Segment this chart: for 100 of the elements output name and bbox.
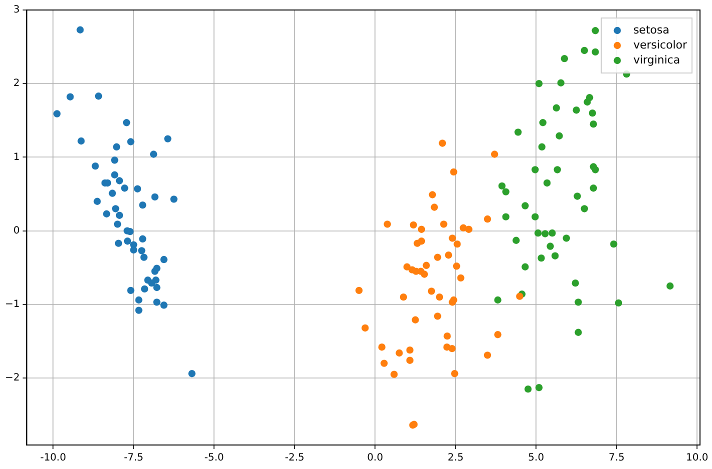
point [614,299,622,307]
point [454,240,461,248]
point [452,262,460,270]
legend-label: versicolor [633,38,688,52]
point [122,119,130,126]
point [451,370,458,378]
point [108,190,116,197]
point [66,93,74,100]
point [130,246,138,254]
point [572,279,579,287]
point [148,279,156,287]
point [153,284,160,292]
point [160,302,168,309]
point [532,213,539,220]
point [151,193,158,201]
y-tick-label: 1 [13,152,20,163]
point [139,201,146,209]
point [502,188,510,196]
point [542,230,549,238]
point [532,166,539,174]
y-tick-label: 0 [13,225,20,236]
point [396,349,403,357]
point [116,212,124,219]
point [150,150,158,158]
point [116,177,124,184]
x-tick-label: -2.5 [284,452,304,464]
point [124,238,132,245]
point [444,252,452,259]
point [498,182,506,190]
point [430,204,438,211]
point [438,140,446,147]
point [592,27,599,34]
point [448,344,456,352]
point [552,252,559,260]
point [556,132,563,140]
point [535,384,543,392]
point [436,293,444,301]
point [588,109,596,117]
point [552,104,560,112]
point [153,298,160,306]
point [151,268,158,275]
point [592,166,599,174]
point [422,262,430,270]
point [390,370,398,378]
point [490,150,498,158]
point [666,282,674,290]
point [574,298,582,306]
point [114,240,122,247]
point [522,202,529,210]
point [448,234,456,242]
point [590,120,598,128]
point [554,166,561,174]
point [572,106,580,114]
point [434,254,442,261]
x-tick-label: 10.0 [686,452,708,464]
point [420,270,428,278]
point [590,184,598,192]
x-tick-label: 7.5 [608,452,625,464]
point [362,324,369,332]
point [92,162,99,170]
point [448,298,456,306]
point [440,220,448,228]
legend-label: setosa [633,23,670,36]
point [400,293,408,301]
point [403,263,411,270]
point [135,306,142,314]
point [418,226,426,233]
point [135,296,142,304]
point [434,312,442,320]
point [164,135,172,142]
point [522,263,529,270]
x-tick-label: -5.0 [204,452,224,464]
point [418,238,426,245]
point [134,185,142,192]
point [428,191,436,198]
point [574,328,582,336]
point [140,254,148,261]
point [539,119,546,126]
point [535,80,543,88]
point [170,196,178,203]
point [557,79,565,86]
point [592,48,599,56]
point [524,385,532,393]
point [543,179,551,187]
point [380,360,388,367]
point [580,46,588,54]
point [355,286,363,294]
point [516,292,524,300]
point [580,205,588,212]
point [494,296,502,304]
point [428,288,436,295]
point [160,256,168,264]
point [512,236,520,244]
point [538,254,545,262]
y-tick-label: −1 [4,299,20,310]
point [534,229,542,237]
point [112,143,120,151]
x-tick-label: 5.0 [528,452,544,464]
point [562,234,570,242]
x-tick-label: -7.5 [124,452,144,464]
